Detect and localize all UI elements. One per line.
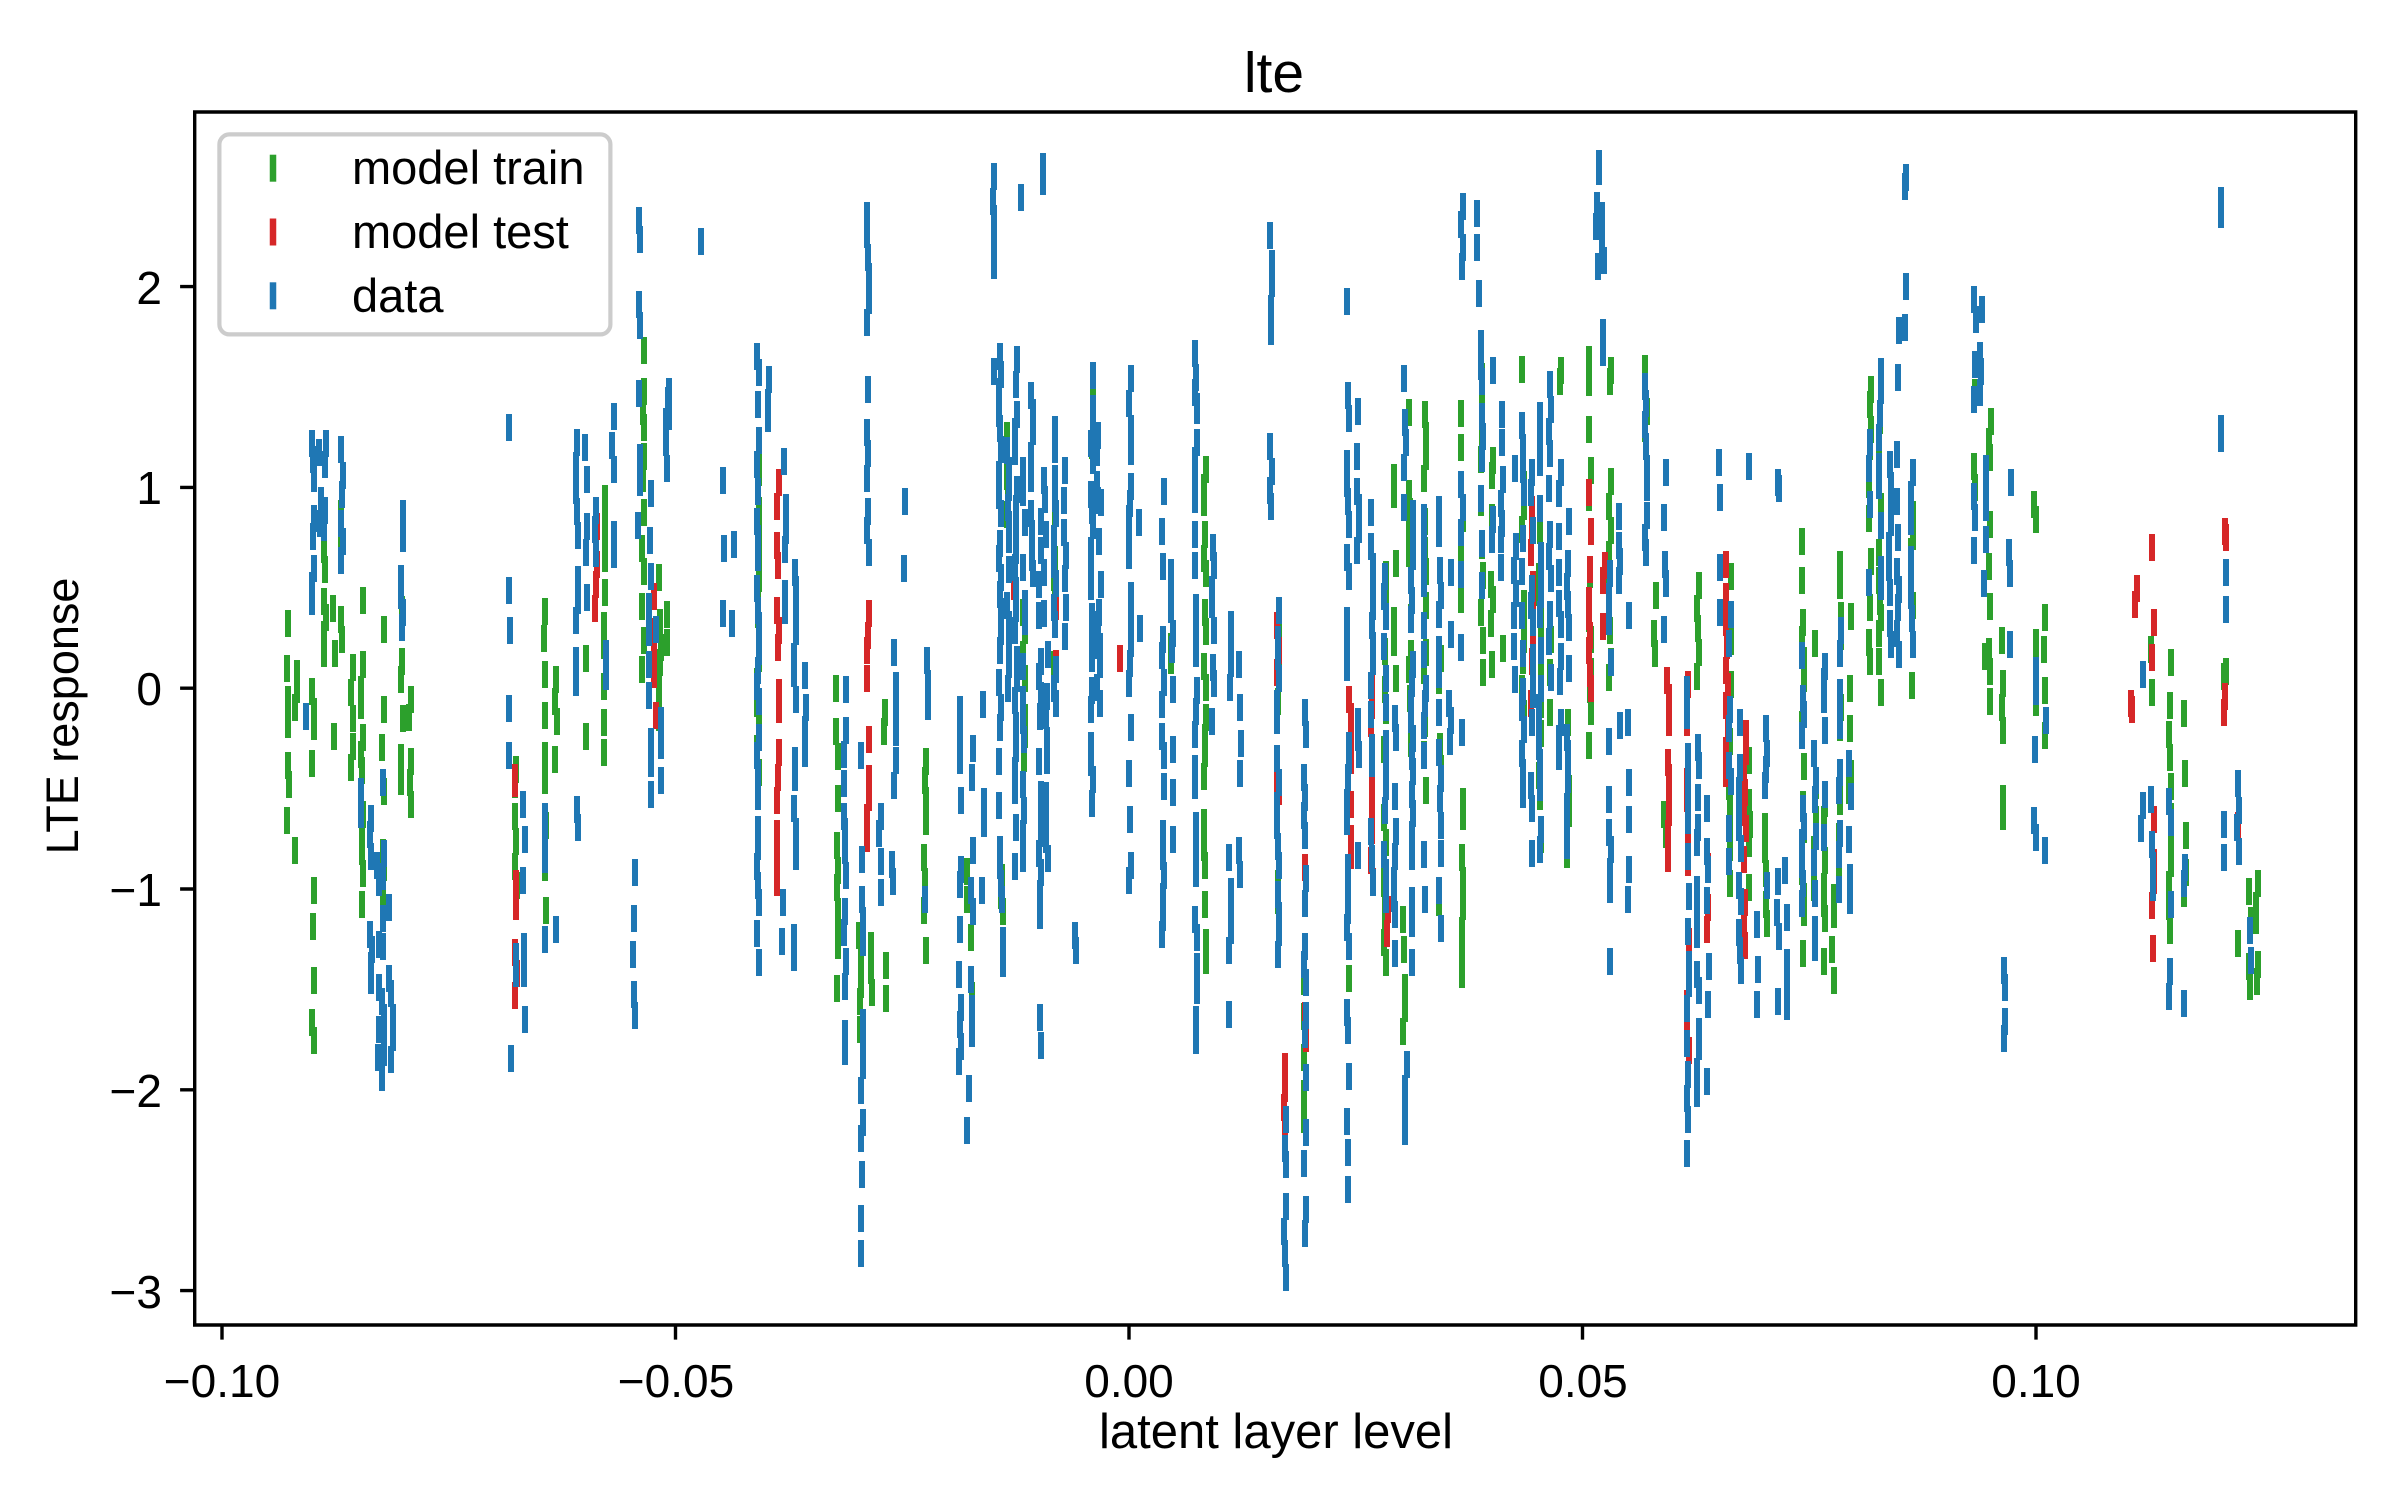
svg-text:−0.05: −0.05	[618, 1355, 734, 1407]
svg-text:−1: −1	[110, 864, 162, 916]
svg-text:LTE response: LTE response	[37, 578, 88, 855]
svg-text:0.00: 0.00	[1084, 1355, 1174, 1407]
svg-text:1: 1	[136, 462, 162, 514]
svg-text:0.05: 0.05	[1538, 1355, 1628, 1407]
svg-text:0: 0	[136, 663, 162, 715]
svg-text:model test: model test	[352, 205, 569, 258]
svg-text:−0.10: −0.10	[164, 1355, 280, 1407]
svg-text:−3: −3	[110, 1266, 162, 1318]
svg-text:latent layer level: latent layer level	[1099, 1405, 1453, 1459]
svg-text:−2: −2	[110, 1065, 162, 1117]
svg-text:2: 2	[136, 262, 162, 314]
svg-text:model train: model train	[352, 141, 585, 194]
svg-text:0.10: 0.10	[1991, 1355, 2081, 1407]
svg-text:lte: lte	[1244, 41, 1304, 105]
svg-text:data: data	[352, 269, 444, 322]
